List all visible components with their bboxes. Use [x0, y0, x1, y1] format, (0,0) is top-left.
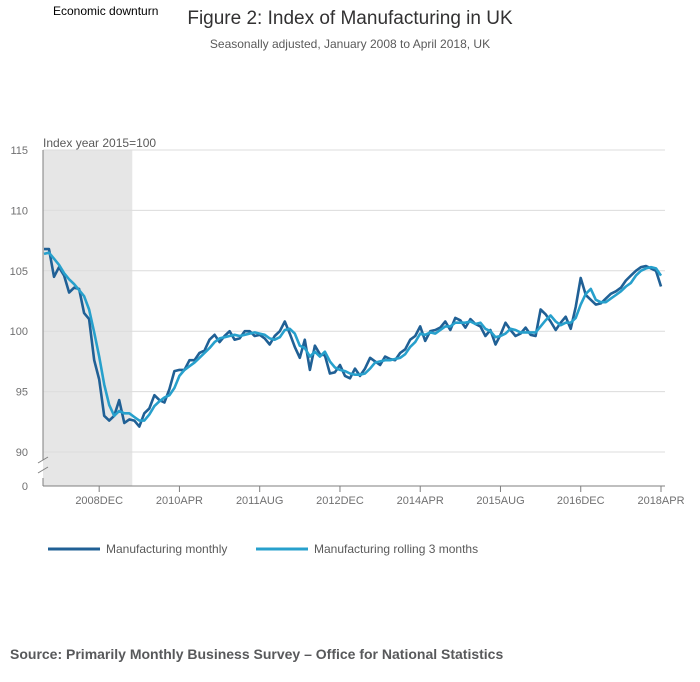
y-tick-label-110: 110	[10, 205, 28, 217]
y-tick-label-105: 105	[10, 266, 28, 278]
x-tick-label-2014APR: 2014APR	[397, 495, 444, 507]
axis-break-mark-2	[37, 466, 49, 474]
y-tick-label-zero: 0	[22, 481, 28, 493]
x-tick-label-2012DEC: 2012DEC	[316, 495, 364, 507]
x-tick-label-2018APR: 2018APR	[637, 495, 684, 507]
y-tick-label-90: 90	[16, 447, 28, 459]
axis-break-mark-1	[37, 456, 49, 464]
legend-label-rolling: Manufacturing rolling 3 months	[314, 542, 478, 556]
y-axis-label: Index year 2015=100	[43, 136, 156, 150]
legend-label-monthly: Manufacturing monthly	[106, 542, 227, 556]
x-tick-label-2015AUG: 2015AUG	[476, 495, 524, 507]
chart-title: Figure 2: Index of Manufacturing in UK	[187, 8, 513, 29]
recession-label: Economic downturn	[53, 4, 158, 18]
series-line-rolling	[43, 251, 663, 422]
gridlines	[43, 149, 665, 453]
y-tick-label-115: 115	[10, 145, 28, 157]
chart-subtitle: Seasonally adjusted, January 2008 to Apr…	[210, 37, 490, 51]
x-tick-label-2011AUG: 2011AUG	[236, 495, 284, 507]
series-lines	[43, 247, 663, 428]
x-tick-label-2010APR: 2010APR	[156, 495, 203, 507]
axes	[37, 150, 665, 487]
x-tick-label-2016DEC: 2016DEC	[557, 495, 605, 507]
source-note: Source: Primarily Monthly Business Surve…	[10, 646, 504, 662]
y-tick-label-100: 100	[10, 326, 28, 338]
x-tick-label-2008DEC: 2008DEC	[75, 495, 123, 507]
y-tick-label-95: 95	[16, 387, 28, 399]
series-line-monthly	[44, 247, 663, 428]
legend: Manufacturing monthly Manufacturing roll…	[48, 542, 478, 556]
x-axis-ticks: 2008DEC 2010APR 2011AUG 2012DEC 2014APR 2015A…	[75, 486, 685, 507]
y-axis-ticks: 115 110 105 100 95 90 0	[10, 145, 28, 493]
